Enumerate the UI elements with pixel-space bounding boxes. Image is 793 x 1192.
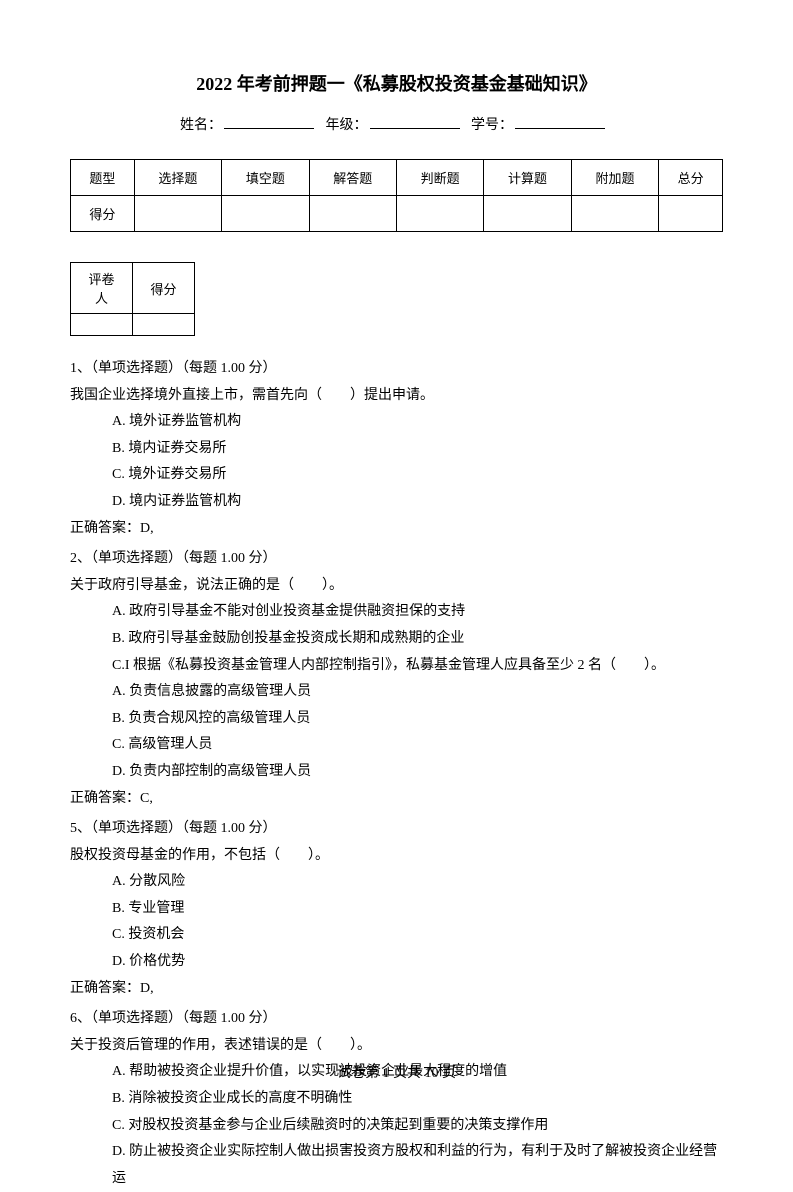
score-table-header-row: 题型 选择题 填空题 解答题 判断题 计算题 附加题 总分	[71, 160, 723, 196]
question-option: B. 负责合规风控的高级管理人员	[70, 706, 723, 733]
score-cell	[396, 196, 483, 232]
id-blank	[515, 128, 605, 129]
score-header-cell: 总分	[659, 160, 723, 196]
question-number: 5、	[70, 821, 91, 836]
question-option: C. 高级管理人员	[70, 732, 723, 759]
question-number: 6、	[70, 1011, 91, 1026]
grader-header-row: 评卷人 得分	[71, 263, 195, 314]
question-stem: 我国企业选择境外直接上市，需首先向（ ）提出申请。	[70, 383, 723, 410]
score-header-cell: 附加题	[571, 160, 658, 196]
question-type: （单项选择题）（每题 1.00 分）	[91, 821, 277, 836]
score-table-value-row: 得分	[71, 196, 723, 232]
question-stem: 股权投资母基金的作用，不包括（ ）。	[70, 843, 723, 870]
score-cell	[484, 196, 571, 232]
question-answer: 正确答案：D,	[70, 516, 723, 543]
question-option: B. 政府引导基金鼓励创投基金投资成长期和成熟期的企业	[70, 626, 723, 653]
page-footer: 试卷第 1 页共 10 页	[0, 1062, 793, 1082]
question-option: A. 境外证券监管机构	[70, 409, 723, 436]
question-header: 2、（单项选择题）（每题 1.00 分）	[70, 546, 723, 573]
question-option: D. 价格优势	[70, 949, 723, 976]
question-stem: 关于投资后管理的作用，表述错误的是（ ）。	[70, 1033, 723, 1060]
score-row-label: 得分	[71, 196, 135, 232]
id-label: 学号：	[471, 118, 513, 133]
grader-value-row	[71, 314, 195, 336]
question-option: A. 负责信息披露的高级管理人员	[70, 679, 723, 706]
score-cell	[222, 196, 309, 232]
question-option: B. 消除被投资企业成长的高度不明确性	[70, 1086, 723, 1113]
score-cell	[659, 196, 723, 232]
score-header-cell: 题型	[71, 160, 135, 196]
score-cell	[134, 196, 221, 232]
grade-blank	[370, 128, 460, 129]
score-header-cell: 判断题	[396, 160, 483, 196]
score-header-cell: 填空题	[222, 160, 309, 196]
score-header-cell: 计算题	[484, 160, 571, 196]
question-option: D. 防止被投资企业实际控制人做出损害投资方股权和利益的行为，有利于及时了解被投…	[70, 1139, 723, 1192]
question-number: 1、	[70, 361, 91, 376]
question-option: B. 专业管理	[70, 896, 723, 923]
grader-cell	[71, 314, 133, 336]
question-option: C.I 根据《私募投资基金管理人内部控制指引》，私募基金管理人应具备至少 2 名…	[70, 653, 723, 680]
exam-title: 2022 年考前押题一《私募股权投资基金基础知识》	[70, 70, 723, 96]
question-header: 6、（单项选择题）（每题 1.00 分）	[70, 1006, 723, 1033]
question-header: 1、（单项选择题）（每题 1.00 分）	[70, 356, 723, 383]
grade-label: 年级：	[326, 118, 368, 133]
question-number: 2、	[70, 551, 91, 566]
question-option: C. 对股权投资基金参与企业后续融资时的决策起到重要的决策支撑作用	[70, 1113, 723, 1140]
grader-table: 评卷人 得分	[70, 262, 195, 336]
name-label: 姓名：	[180, 118, 222, 133]
question-type: （单项选择题）（每题 1.00 分）	[91, 361, 277, 376]
question-answer: 正确答案：D,	[70, 976, 723, 1003]
question-answer: 正确答案：C,	[70, 786, 723, 813]
score-cell	[309, 196, 396, 232]
question-header: 5、（单项选择题）（每题 1.00 分）	[70, 816, 723, 843]
grader-cell	[133, 314, 195, 336]
score-header-cell: 选择题	[134, 160, 221, 196]
question-option: C. 投资机会	[70, 922, 723, 949]
question-type: （单项选择题）（每题 1.00 分）	[91, 1011, 277, 1026]
question-stem: 关于政府引导基金，说法正确的是（ ）。	[70, 573, 723, 600]
question-option: A. 分散风险	[70, 869, 723, 896]
question-type: （单项选择题）（每题 1.00 分）	[91, 551, 277, 566]
score-cell	[571, 196, 658, 232]
question-option: D. 负责内部控制的高级管理人员	[70, 759, 723, 786]
question-option: B. 境内证券交易所	[70, 436, 723, 463]
student-info-line: 姓名： 年级： 学号：	[70, 114, 723, 134]
grader-header-cell: 评卷人	[71, 263, 133, 314]
grader-header-cell: 得分	[133, 263, 195, 314]
score-table: 题型 选择题 填空题 解答题 判断题 计算题 附加题 总分 得分	[70, 159, 723, 232]
question-option: A. 政府引导基金不能对创业投资基金提供融资担保的支持	[70, 599, 723, 626]
name-blank	[224, 128, 314, 129]
question-option: C. 境外证券交易所	[70, 462, 723, 489]
score-header-cell: 解答题	[309, 160, 396, 196]
question-option: D. 境内证券监管机构	[70, 489, 723, 516]
